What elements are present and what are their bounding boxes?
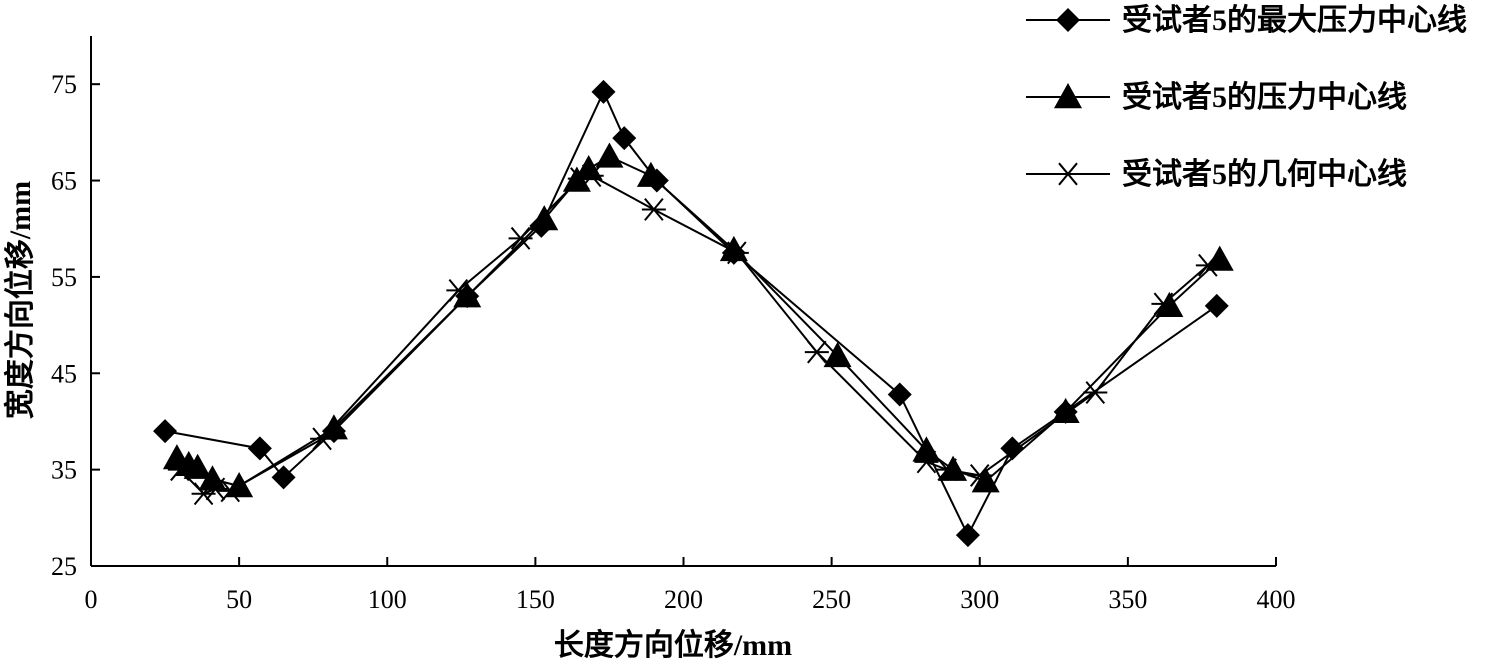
y-tick-label: 55 [51, 263, 77, 292]
x-ticks: 0 50 100 150 200 250 300 350 400 [85, 557, 1296, 614]
y-ticks: 25 35 45 55 65 75 [51, 70, 100, 581]
legend-item: 受试者5的最大压力中心线 [1026, 4, 1467, 37]
series-line [164, 89, 1218, 538]
data-point-asterisk [579, 164, 604, 188]
x-tick-label: 150 [516, 585, 555, 614]
data-point-triangle [595, 142, 624, 168]
data-point-triangle [183, 453, 212, 479]
legend-label: 受试者5的几何中心线 [1122, 158, 1407, 191]
y-tick-label: 45 [51, 359, 77, 388]
legend-item: 受试者5的几何中心线 [1026, 158, 1407, 191]
data-point-triangle [971, 467, 1000, 493]
series-3 [167, 164, 1220, 506]
data-point-asterisk [1151, 292, 1176, 316]
data-point-asterisk [724, 241, 749, 265]
data-point-asterisk [967, 463, 992, 487]
legend-label: 受试者5的压力中心线 [1122, 81, 1407, 114]
x-tick-label: 250 [812, 585, 851, 614]
data-point-asterisk [218, 479, 243, 503]
x-tick-label: 350 [1108, 585, 1147, 614]
data-point-asterisk [310, 427, 335, 451]
data-point-asterisk [935, 458, 960, 482]
legend-marker-diamond [1056, 8, 1080, 32]
x-axis-title: 长度方向位移/mm [554, 628, 792, 662]
data-point-asterisk [446, 278, 471, 302]
series-2 [162, 142, 1234, 498]
data-point-triangle [939, 455, 968, 481]
y-tick-label: 35 [51, 456, 77, 485]
legend-item: 受试者5的压力中心线 [1026, 81, 1407, 114]
series-line [179, 174, 1209, 495]
y-tick-label: 75 [51, 70, 77, 99]
data-point-asterisk [804, 340, 829, 364]
data-point-diamond [887, 382, 912, 407]
axes: 0 50 100 150 200 250 300 350 400 25 35 45 55 65 75 [51, 36, 1296, 614]
legend-marker-triangle [1054, 83, 1082, 109]
x-tick-label: 300 [960, 585, 999, 614]
data-point-asterisk [641, 198, 666, 221]
x-tick-label: 50 [226, 585, 252, 614]
data-point-diamond [1000, 436, 1025, 461]
plot-series [153, 79, 1234, 548]
data-point-diamond [612, 126, 637, 151]
data-point-triangle [574, 154, 603, 181]
y-tick-label: 65 [51, 167, 77, 196]
data-point-diamond [955, 523, 980, 548]
series-1 [153, 79, 1229, 548]
x-tick-label: 0 [85, 585, 98, 614]
data-point-asterisk [167, 458, 192, 482]
data-point-diamond [153, 419, 178, 444]
data-point-triangle [636, 161, 665, 187]
data-point-asterisk [508, 226, 533, 250]
x-tick-label: 100 [368, 585, 407, 614]
data-point-triangle [453, 282, 482, 308]
legend-marker-asterisk [1056, 162, 1080, 186]
data-point-diamond [247, 436, 272, 461]
x-tick-label: 200 [664, 585, 703, 614]
data-point-diamond [1204, 293, 1229, 318]
data-point-diamond [271, 465, 296, 490]
data-point-asterisk [567, 167, 592, 191]
legend-label: 受试者5的最大压力中心线 [1122, 4, 1467, 37]
data-point-asterisk [1083, 381, 1108, 404]
y-axis-title: 宽度方向位移/mm [3, 181, 37, 419]
data-point-triangle [1051, 397, 1080, 424]
x-tick-label: 400 [1257, 585, 1296, 614]
data-point-triangle [823, 341, 852, 368]
data-point-diamond [591, 79, 616, 104]
data-point-asterisk [914, 450, 939, 474]
y-tick-label: 25 [51, 552, 77, 581]
data-point-asterisk [1195, 253, 1220, 277]
data-point-triangle [530, 205, 559, 231]
